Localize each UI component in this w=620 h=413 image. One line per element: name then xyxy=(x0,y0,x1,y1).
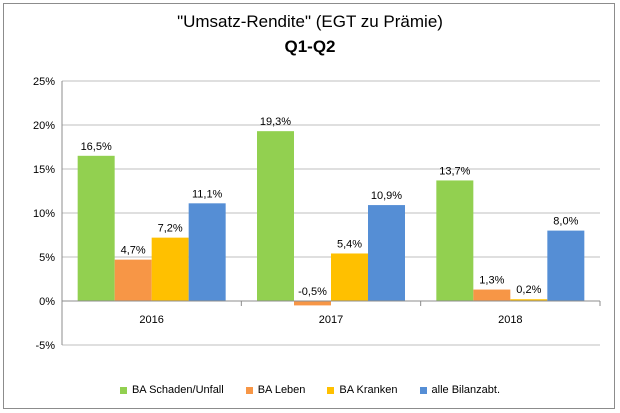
y-tick-label: 15% xyxy=(33,164,55,176)
data-label: 8,0% xyxy=(553,216,578,228)
legend-label: BA Leben xyxy=(257,384,306,396)
y-tick-label: 5% xyxy=(39,252,55,264)
x-category-label: 2018 xyxy=(498,314,522,326)
bar xyxy=(473,289,511,301)
data-label: 11,1% xyxy=(192,188,223,200)
data-label: 16,5% xyxy=(81,141,112,153)
bar xyxy=(114,259,152,301)
legend-item: alle Bilanzabt. xyxy=(419,384,501,396)
chart-title: "Umsatz-Rendite" (EGT zu Prämie) xyxy=(177,12,443,31)
legend-item: BA Kranken xyxy=(327,384,398,396)
chart-subtitle: Q1-Q2 xyxy=(284,37,336,56)
y-tick-label: 0% xyxy=(39,296,55,308)
data-label: 0,2% xyxy=(516,284,541,296)
bar xyxy=(331,253,368,301)
legend-label: alle Bilanzabt. xyxy=(431,384,501,396)
legend-swatch xyxy=(327,386,335,394)
bar xyxy=(547,230,585,301)
legend-swatch xyxy=(419,386,427,394)
data-label: 10,9% xyxy=(371,190,402,202)
data-label: 5,4% xyxy=(337,238,362,250)
chart-legend: BA Schaden/Unfall BA Leben BA Kranken alle … xyxy=(0,384,620,396)
data-label: 4,7% xyxy=(121,245,146,257)
bar xyxy=(151,237,189,301)
legend-swatch xyxy=(245,386,253,394)
data-label: 13,7% xyxy=(439,165,470,177)
y-tick-label: 20% xyxy=(33,120,55,132)
data-label: -0,5% xyxy=(298,286,327,298)
data-label: 1,3% xyxy=(479,275,504,287)
bar xyxy=(368,205,405,301)
legend-swatch xyxy=(119,386,127,394)
data-label: 7,2% xyxy=(158,223,183,235)
bar xyxy=(436,180,474,301)
y-tick-label: -5% xyxy=(35,340,55,352)
legend-label: BA Kranken xyxy=(339,384,398,396)
bar xyxy=(510,299,548,301)
x-category-label: 2016 xyxy=(139,314,163,326)
legend-item: BA Schaden/Unfall xyxy=(119,384,224,396)
bar xyxy=(257,131,294,301)
bar xyxy=(294,301,331,306)
bar xyxy=(188,203,226,301)
legend-label: BA Schaden/Unfall xyxy=(131,384,224,396)
data-label: 19,3% xyxy=(260,116,291,128)
bar xyxy=(77,155,115,301)
y-tick-label: 10% xyxy=(33,208,55,220)
y-tick-label: 25% xyxy=(33,76,55,88)
legend-item: BA Leben xyxy=(245,384,306,396)
x-category-label: 2017 xyxy=(319,314,343,326)
